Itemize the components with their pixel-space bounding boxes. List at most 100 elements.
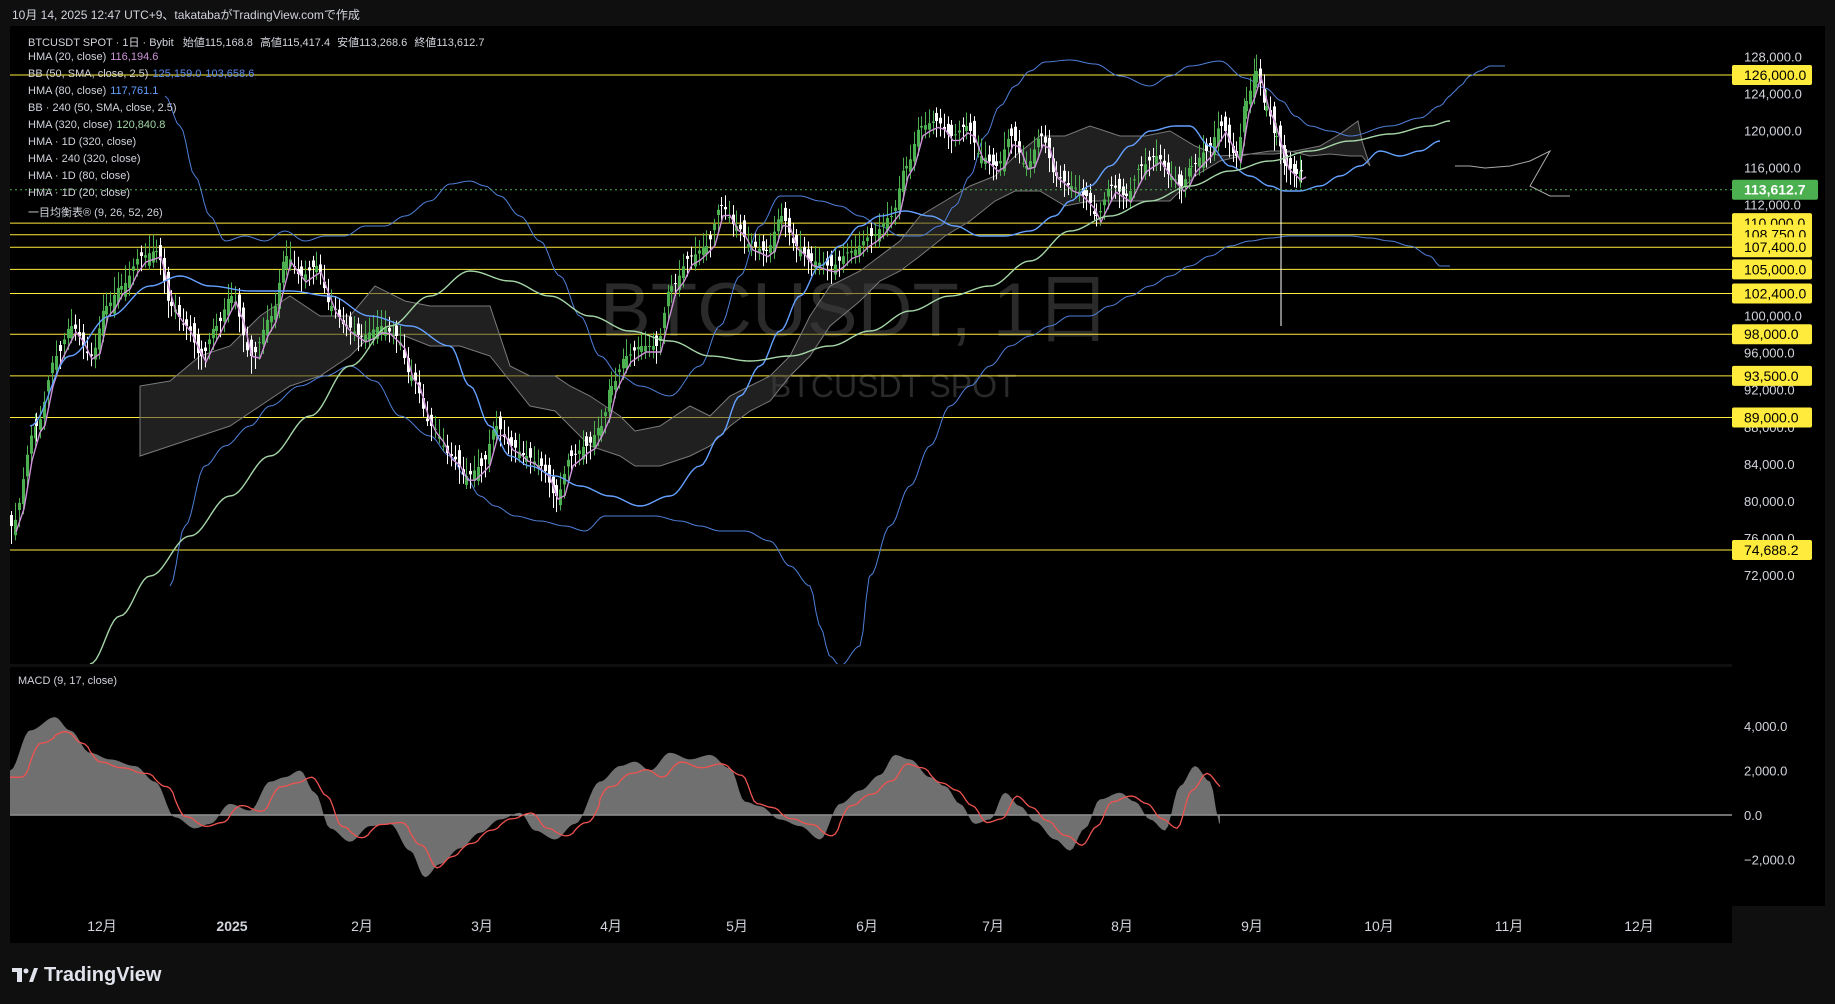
candle-body[interactable] — [625, 356, 628, 369]
indicator-legend-bb[interactable]: BB (50, SMA, close, 2.5) 125,159.0 103,658… — [28, 68, 254, 80]
candle-body[interactable] — [117, 287, 120, 303]
indicator-legend-hma1d-80[interactable]: HMA · 1D (80, close) — [28, 170, 130, 182]
hma-80-line[interactable] — [29, 125, 1441, 507]
candle-body[interactable] — [1052, 158, 1055, 173]
candle-body[interactable] — [312, 260, 315, 267]
candle-body[interactable] — [1029, 161, 1032, 169]
candle-body[interactable] — [22, 479, 25, 505]
candle-body[interactable] — [1133, 179, 1136, 181]
candle-body[interactable] — [124, 283, 127, 297]
indicator-legend-hma240-320[interactable]: HMA · 240 (320, close) — [28, 153, 141, 165]
candle-body[interactable] — [988, 154, 991, 162]
candle-body[interactable] — [208, 339, 211, 345]
candle-body[interactable] — [1095, 214, 1098, 216]
candle-body[interactable] — [1255, 71, 1258, 83]
candle-body[interactable] — [1293, 164, 1296, 174]
candle-body[interactable] — [947, 123, 950, 135]
candle-body[interactable] — [977, 153, 980, 155]
candle-body[interactable] — [807, 249, 810, 260]
candle-body[interactable] — [1184, 179, 1187, 188]
candle-body[interactable] — [1070, 186, 1073, 191]
candle-body[interactable] — [600, 426, 603, 437]
candle-body[interactable] — [1209, 143, 1212, 147]
candle-body[interactable] — [633, 347, 636, 351]
time-axis-canvas[interactable]: 12月 2025 2月 3月 4月 5月 6月 7月 8月 9月 10月 11月 12月 — [10, 907, 1732, 943]
indicator-label[interactable]: HMA (80, close) — [28, 85, 107, 97]
candle-body[interactable] — [747, 244, 750, 248]
candle-body[interactable] — [1163, 160, 1166, 168]
candle-body[interactable] — [548, 464, 551, 483]
candle-body[interactable] — [754, 241, 757, 247]
candle-body[interactable] — [364, 335, 367, 342]
candle-body[interactable] — [39, 419, 42, 430]
candle-body[interactable] — [1245, 101, 1248, 112]
indicator-label[interactable]: HMA (20, close) — [28, 51, 107, 63]
indicator-label[interactable]: BB (50, SMA, close, 2.5) — [28, 68, 149, 80]
candle-body[interactable] — [159, 245, 162, 261]
candle-body[interactable] — [1202, 152, 1205, 168]
indicator-label[interactable]: HMA (320, close) — [28, 119, 113, 131]
candle-body[interactable] — [866, 237, 869, 242]
indicator-label[interactable]: BB · 240 (50, SMA, close, 2.5) — [28, 102, 177, 114]
candle-body[interactable] — [1067, 183, 1070, 186]
candle-body[interactable] — [1174, 179, 1177, 181]
candle-body[interactable] — [765, 249, 768, 251]
candle-body[interactable] — [818, 262, 821, 269]
candle-body[interactable] — [144, 255, 147, 258]
candle-body[interactable] — [862, 241, 865, 246]
candle-body[interactable] — [518, 451, 521, 459]
candle-body[interactable] — [258, 342, 261, 344]
candle-body[interactable] — [254, 346, 257, 353]
candle-body[interactable] — [426, 418, 429, 422]
candle-body[interactable] — [1263, 88, 1266, 103]
price-scale-canvas[interactable]: 128,000.0 124,000.0 120,000.0 116,000.0 112,… — [1732, 26, 1825, 906]
candle-body[interactable] — [694, 254, 697, 267]
candle-body[interactable] — [842, 256, 845, 264]
candle-body[interactable] — [450, 454, 453, 456]
symbol-name[interactable]: BTCUSDT SPOT · 1日 · Bybit — [28, 37, 174, 49]
candle-body[interactable] — [846, 252, 849, 254]
candle-body[interactable] — [250, 339, 253, 356]
indicator-label[interactable]: HMA · 1D (320, close) — [28, 136, 137, 148]
candle-body[interactable] — [644, 346, 647, 352]
price-level-tag[interactable] — [1732, 259, 1812, 280]
macd-panel[interactable]: MACD (9, 17, close) — [10, 667, 1732, 907]
candle-body[interactable] — [90, 354, 93, 356]
candle-body[interactable] — [480, 458, 483, 466]
candle-body[interactable] — [939, 117, 942, 124]
candle-body[interactable] — [1022, 163, 1025, 165]
candle-body[interactable] — [109, 302, 112, 307]
candle-body[interactable] — [300, 266, 303, 276]
indicator-legend-hma320[interactable]: HMA (320, close) 120,840.8 — [28, 119, 165, 131]
candle-body[interactable] — [1103, 199, 1106, 206]
candle-body[interactable] — [492, 429, 495, 440]
candle-body[interactable] — [330, 306, 333, 312]
candle-body[interactable] — [905, 166, 908, 169]
candle-body[interactable] — [709, 235, 712, 240]
candle-body[interactable] — [882, 222, 885, 227]
candle-body[interactable] — [128, 275, 131, 289]
candle-body[interactable] — [1063, 170, 1066, 182]
candle-body[interactable] — [739, 224, 742, 230]
candle-body[interactable] — [894, 207, 897, 211]
candle-body[interactable] — [713, 223, 716, 231]
candle-body[interactable] — [898, 188, 901, 210]
candle-body[interactable] — [1265, 106, 1268, 111]
candle-body[interactable] — [1220, 121, 1223, 126]
candle-body[interactable] — [769, 245, 772, 253]
candle-body[interactable] — [640, 346, 643, 352]
indicator-legend-hma20[interactable]: HMA (20, close) 116,194.6 — [28, 51, 158, 63]
candle-body[interactable] — [1144, 164, 1147, 175]
candle-body[interactable] — [980, 156, 983, 164]
candle-body[interactable] — [954, 134, 957, 136]
candle-body[interactable] — [384, 327, 387, 336]
candle-body[interactable] — [285, 256, 288, 269]
candle-body[interactable] — [1259, 68, 1262, 84]
candle-body[interactable] — [414, 372, 417, 381]
candle-body[interactable] — [454, 456, 457, 460]
candle-body[interactable] — [1125, 193, 1128, 196]
candle-body[interactable] — [659, 336, 662, 342]
candle-body[interactable] — [219, 317, 222, 322]
candle-body[interactable] — [1107, 188, 1110, 197]
candle-body[interactable] — [262, 329, 265, 345]
